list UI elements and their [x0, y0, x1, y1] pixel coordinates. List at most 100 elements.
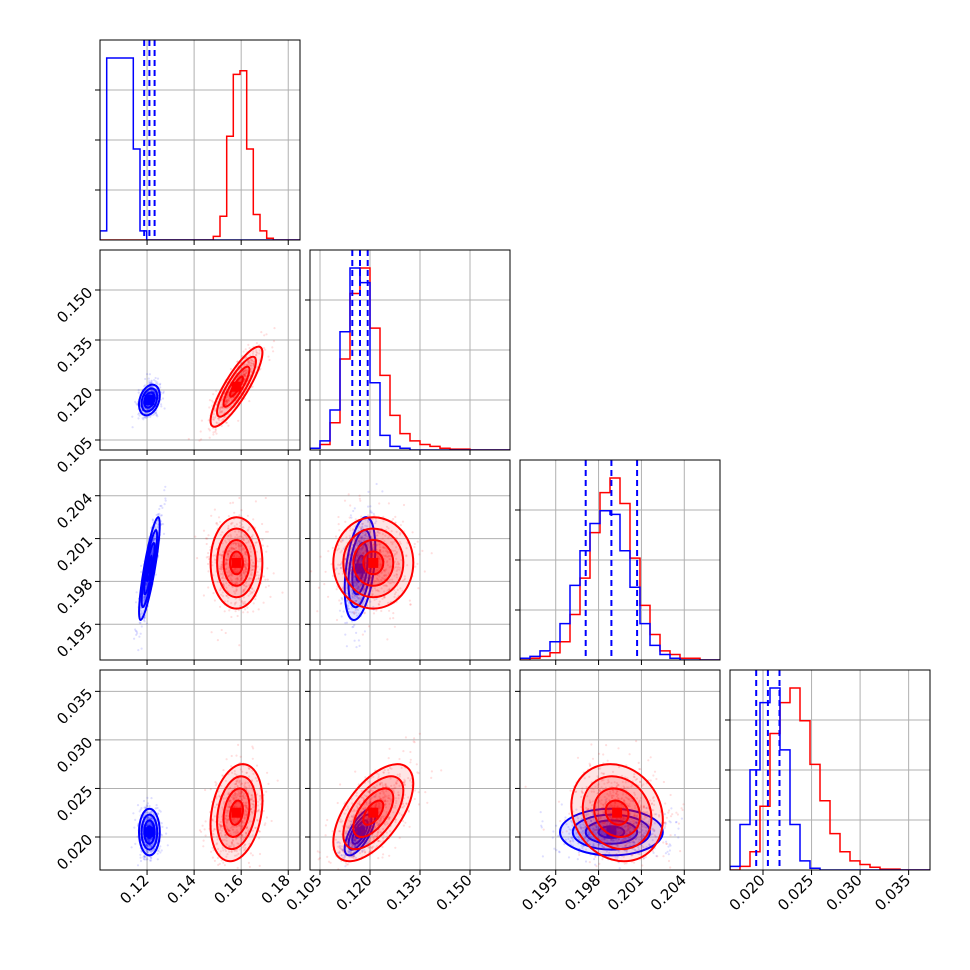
- scatter-point: [219, 554, 223, 557]
- scatter-point: [242, 526, 245, 529]
- scatter-point: [149, 859, 153, 862]
- scatter-point: [143, 616, 146, 620]
- scatter-point: [241, 547, 244, 550]
- scatter-point: [245, 807, 248, 810]
- scatter-point: [250, 794, 253, 797]
- scatter-point: [231, 521, 234, 524]
- scatter-point: [373, 543, 376, 547]
- scatter-point: [156, 381, 159, 384]
- scatter-point: [210, 399, 214, 402]
- scatter-point: [156, 858, 159, 861]
- scatter-point: [226, 399, 229, 403]
- scatter-point: [212, 393, 215, 396]
- scatter-point: [348, 549, 351, 552]
- scatter-point: [253, 360, 256, 363]
- scatter-point: [229, 832, 232, 836]
- scatter-point: [241, 795, 244, 798]
- scatter-point: [375, 482, 378, 486]
- scatter-point: [240, 545, 243, 548]
- scatter-point: [150, 816, 153, 819]
- scatter-point: [418, 553, 421, 556]
- scatter-point: [348, 516, 351, 519]
- scatter-point: [368, 587, 371, 591]
- scatter-point: [378, 532, 381, 535]
- scatter-point: [384, 549, 387, 553]
- scatter-point: [226, 554, 230, 557]
- scatter-point: [370, 511, 373, 514]
- scatter-point: [402, 503, 406, 507]
- scatter-point: [218, 570, 221, 573]
- scatter-point: [148, 838, 151, 841]
- scatter-point: [227, 787, 230, 791]
- scatter-point: [376, 530, 379, 534]
- scatter-point: [244, 802, 247, 805]
- scatter-point: [147, 811, 150, 814]
- scatter-point: [151, 810, 154, 814]
- scatter-point: [134, 601, 138, 604]
- scatter-point: [251, 359, 254, 363]
- scatter-point: [358, 585, 361, 588]
- scatter-point: [360, 515, 363, 518]
- scatter-point: [221, 824, 224, 828]
- scatter-point: [341, 572, 344, 575]
- scatter-point: [368, 530, 371, 533]
- scatter-point: [364, 547, 368, 550]
- scatter-point: [245, 541, 248, 545]
- scatter-point: [225, 855, 228, 858]
- contour-line: [342, 527, 405, 599]
- scatter-point: [234, 794, 237, 797]
- scatter-point: [252, 803, 255, 806]
- scatter-point: [158, 383, 161, 386]
- scatter-point: [358, 539, 361, 543]
- scatter-point: [251, 385, 254, 388]
- scatter-point: [387, 527, 390, 530]
- scatter-point: [234, 571, 237, 574]
- scatter-point: [264, 496, 267, 500]
- scatter-point: [232, 831, 236, 834]
- scatter-point: [150, 385, 154, 388]
- series-blue-marks: [335, 482, 384, 649]
- scatter-point: [372, 581, 375, 584]
- scatter-point: [379, 565, 382, 568]
- scatter-point: [364, 534, 367, 537]
- scatter-point: [226, 793, 229, 796]
- contour-line: [138, 516, 161, 622]
- scatter-point: [350, 560, 353, 563]
- scatter-point: [388, 609, 391, 612]
- scatter-point: [372, 547, 375, 550]
- scatter-point: [372, 512, 375, 516]
- scatter-point: [244, 375, 247, 378]
- scatter-point: [395, 550, 398, 554]
- scatter-point: [244, 565, 247, 568]
- scatter-point: [388, 587, 391, 591]
- scatter-point: [250, 591, 253, 594]
- scatter-point: [370, 594, 373, 597]
- scatter-point: [234, 570, 237, 573]
- scatter-point: [358, 494, 361, 497]
- scatter-point: [149, 415, 152, 418]
- scatter-point: [378, 557, 381, 560]
- scatter-point: [348, 601, 351, 605]
- scatter-point: [134, 818, 137, 822]
- scatter-point: [134, 629, 137, 633]
- scatter-point: [363, 537, 366, 541]
- scatter-point: [376, 569, 379, 572]
- scatter-point: [250, 797, 253, 801]
- scatter-point: [215, 521, 218, 525]
- scatter-point: [361, 522, 364, 526]
- scatter-point: [202, 529, 206, 532]
- scatter-point: [158, 847, 161, 850]
- scatter-point: [249, 361, 252, 365]
- scatter-point: [139, 859, 143, 863]
- scatter-point: [252, 362, 255, 365]
- scatter-point: [359, 588, 362, 592]
- scatter-point: [387, 551, 391, 554]
- scatter-point: [143, 806, 146, 809]
- scatter-point: [351, 528, 355, 531]
- scatter-point: [361, 546, 364, 550]
- scatter-point: [232, 828, 235, 832]
- scatter-point: [252, 364, 255, 367]
- scatter-point: [345, 584, 348, 587]
- scatter-point: [360, 549, 363, 552]
- scatter-point: [423, 570, 426, 573]
